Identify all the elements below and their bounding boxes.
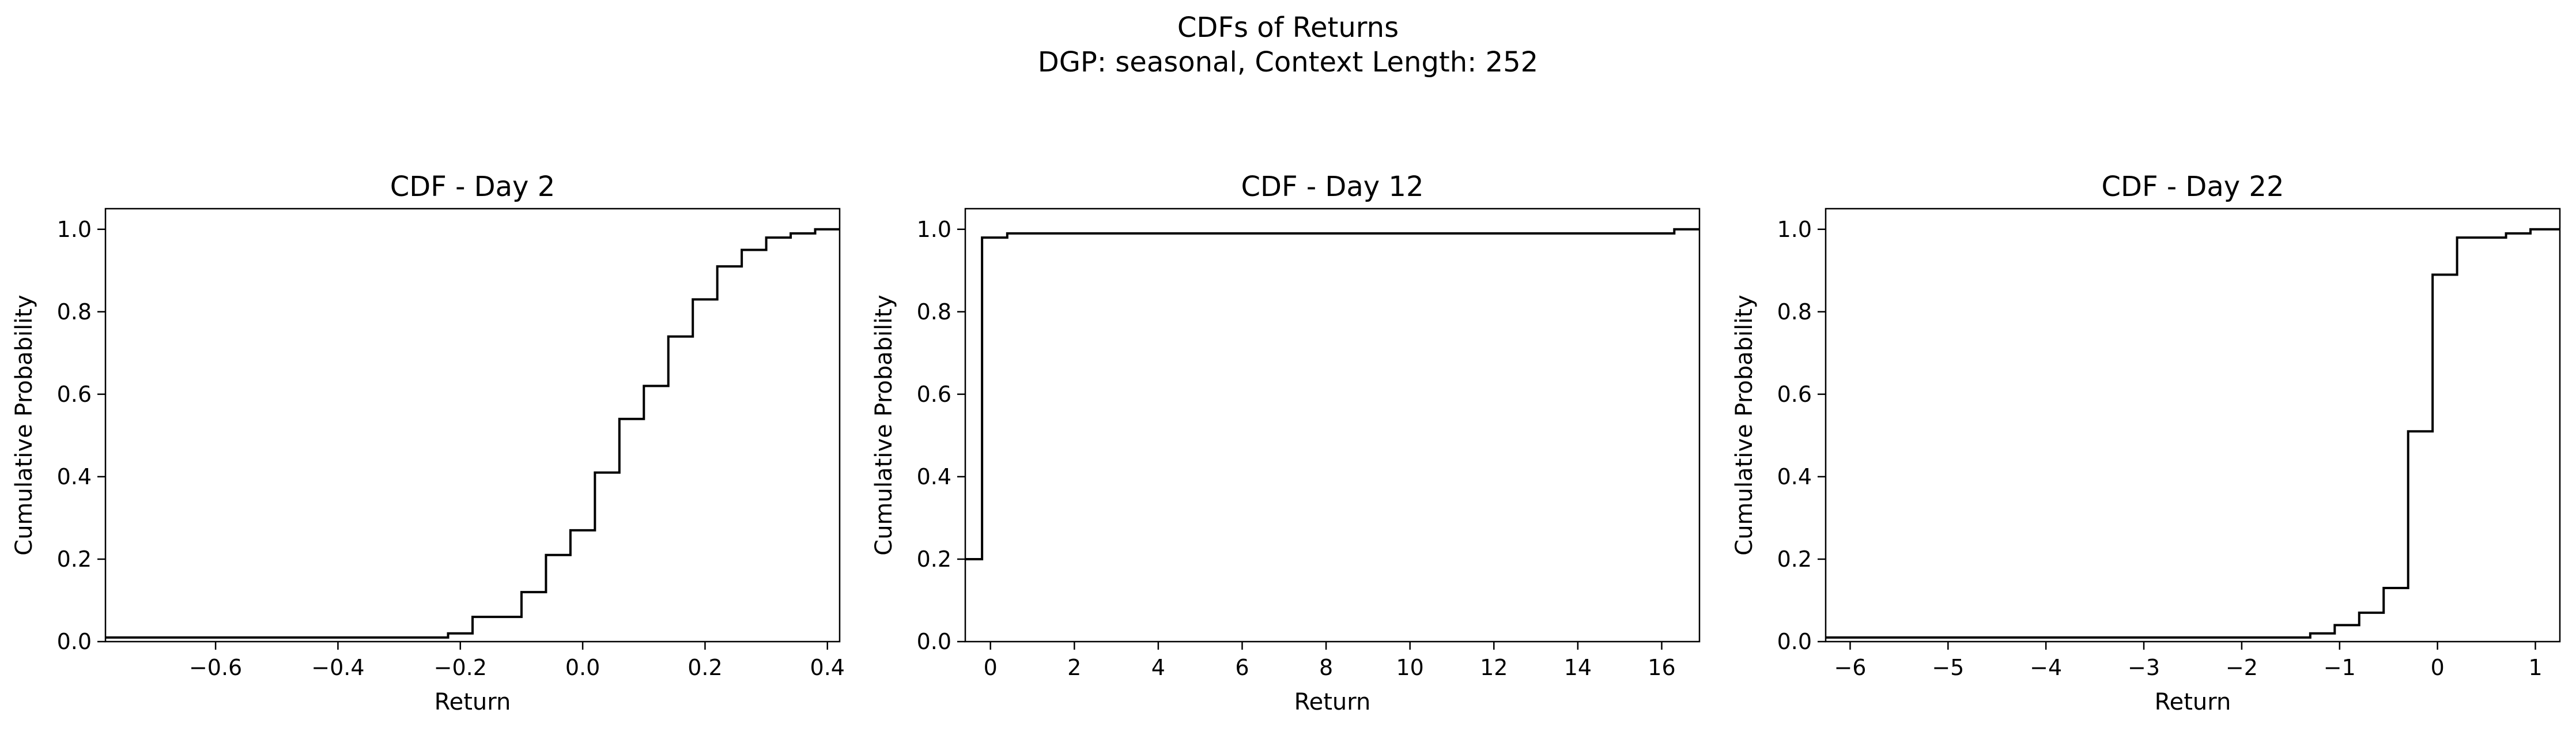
x-tick-label: 0.2 (688, 655, 722, 680)
x-tick-label: −6 (1834, 655, 1866, 680)
x-tick-label: 12 (1480, 655, 1508, 680)
x-tick-label: 0.4 (810, 655, 845, 680)
y-tick-label: 0.2 (917, 546, 951, 572)
y-tick-label: 0.6 (57, 382, 92, 407)
y-tick-label: 0.8 (917, 299, 951, 325)
x-tick-label: 16 (1648, 655, 1675, 680)
x-tick-label: −5 (1932, 655, 1964, 680)
y-tick-label: 0.8 (1777, 299, 1812, 325)
x-tick-label: 6 (1235, 655, 1249, 680)
x-tick-label: 1 (2528, 655, 2542, 680)
subplot-title: CDF - Day 12 (1241, 171, 1423, 203)
y-axis-label: Cumulative Probability (1731, 295, 1758, 555)
x-tick-label: 0.0 (565, 655, 600, 680)
figure-suptitle: CDFs of Returns DGP: seasonal, Context L… (0, 10, 2576, 80)
y-axis-label: Cumulative Probability (871, 295, 897, 555)
x-tick-label: 0 (984, 655, 998, 680)
x-tick-label: −0.4 (311, 655, 364, 680)
x-tick-label: −2 (2226, 655, 2258, 680)
x-tick-label: −3 (2128, 655, 2160, 680)
y-tick-label: 0.6 (1777, 382, 1812, 407)
subplot-title: CDF - Day 2 (390, 171, 556, 203)
x-tick-label: −4 (2030, 655, 2062, 680)
y-tick-label: 0.2 (1777, 546, 1812, 572)
axes-frame (964, 208, 1701, 643)
y-tick-label: 0.2 (57, 546, 92, 572)
y-tick-label: 0.0 (917, 629, 951, 654)
y-tick-label: 0.4 (917, 464, 951, 489)
axes-frame (1825, 208, 2561, 643)
axes-frame (104, 208, 841, 643)
x-axis-label: Return (2155, 689, 2231, 715)
x-tick-label: −0.2 (434, 655, 487, 680)
cdf-step-line (965, 228, 1699, 560)
subplot-title: CDF - Day 22 (2101, 171, 2284, 203)
y-axis-label: Cumulative Probability (11, 295, 37, 555)
y-tick-label: 0.4 (57, 464, 92, 489)
suptitle-line-2: DGP: seasonal, Context Length: 252 (1037, 46, 1539, 78)
x-axis-label: Return (1294, 689, 1371, 715)
y-tick-label: 0.8 (57, 299, 92, 325)
y-tick-label: 0.0 (57, 629, 92, 654)
subplot-2: 0 2 4 6 8 10 12 14 16 0.0 0.2 0.4 0.6 0.8 1.0 CDF - Day… (871, 171, 1701, 715)
cdf-step-line (1826, 228, 2560, 639)
x-tick-label: 14 (1564, 655, 1592, 680)
x-tick-label: 2 (1067, 655, 1081, 680)
x-tick-label: 4 (1151, 655, 1165, 680)
x-tick-label: −1 (2324, 655, 2356, 680)
y-tick-label: 1.0 (57, 217, 92, 242)
x-axis-label: Return (435, 689, 511, 715)
y-tick-label: 0.0 (1777, 629, 1812, 654)
subplot-3: −6 −5 −4 −3 −2 −1 0 1 0.0 0.2 0.4 0.6 0.8 1.0 CDF - Da… (1731, 171, 2561, 715)
subplot-1: −0.6 −0.4 −0.2 0.0 0.2 0.4 0.0 0.2 0.4 0.6 0.8 1.0 C… (11, 171, 845, 715)
y-tick-label: 1.0 (1777, 217, 1812, 242)
y-tick-label: 1.0 (917, 217, 951, 242)
y-tick-label: 0.4 (1777, 464, 1812, 489)
x-tick-label: −0.6 (189, 655, 242, 680)
y-tick-label: 0.6 (917, 382, 951, 407)
cdf-step-line (105, 228, 840, 639)
x-tick-label: 8 (1319, 655, 1333, 680)
x-tick-label: 0 (2431, 655, 2445, 680)
suptitle-line-1: CDFs of Returns (1177, 12, 1399, 44)
x-tick-label: 10 (1396, 655, 1424, 680)
